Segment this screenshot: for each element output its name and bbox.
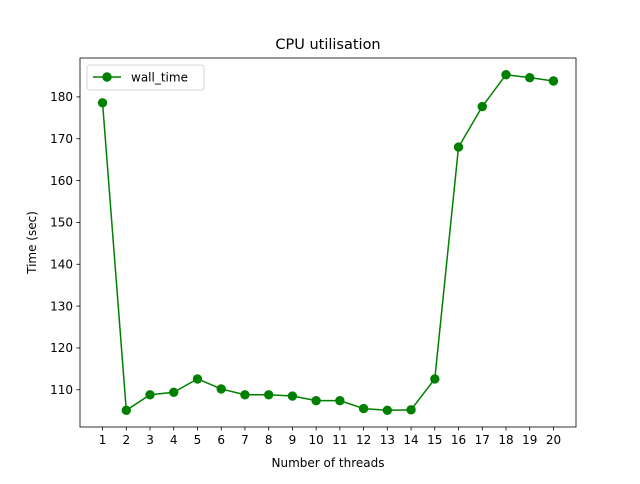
y-tick-label: 110 [50,383,73,397]
x-tick-label: 3 [146,433,154,447]
x-tick-label: 12 [356,433,371,447]
y-tick-label: 150 [50,216,73,230]
x-tick-label: 6 [217,433,225,447]
data-point [216,384,226,394]
x-tick-label: 9 [289,433,297,447]
data-point [430,374,440,384]
y-tick-label: 120 [50,341,73,355]
data-point [453,142,464,152]
data-point [263,390,274,400]
x-tick-label: 2 [122,433,130,447]
x-tick-label: 19 [522,433,537,447]
plot-area-frame [79,57,577,428]
chart-title: CPU utilisation [275,37,380,53]
data-point [121,405,131,415]
legend-label-wall-time: wall_time [131,71,188,85]
data-point [382,405,393,415]
x-tick-label: 18 [498,433,513,447]
x-tick-label: 14 [403,433,418,447]
x-tick-label: 16 [451,433,466,447]
y-tick-label: 180 [50,90,73,104]
x-tick-label: 8 [265,433,273,447]
x-tick-label: 13 [380,433,395,447]
data-point [406,405,416,415]
x-tick-label: 20 [546,433,561,447]
legend-marker-sample [102,72,112,82]
data-point [192,374,203,384]
x-tick-label: 15 [427,433,442,447]
x-tick-label: 1 [99,433,107,447]
x-tick-label: 11 [332,433,347,447]
data-point [525,72,535,83]
x-tick-label: 17 [475,433,490,447]
y-axis-label: Time (sec) [25,211,39,275]
y-tick-label: 140 [50,258,73,272]
x-tick-label: 4 [170,433,178,447]
x-axis-label: Number of threads [272,456,385,470]
y-tick-label: 160 [50,174,73,188]
y-tick-label: 130 [50,299,73,313]
x-tick-label: 5 [194,433,202,447]
data-point [358,403,369,414]
x-tick-label: 7 [241,433,249,447]
data-point [145,390,155,400]
y-axis-ticks: 110 120 130 140 150 160 170 180 [50,90,80,397]
series-points-wall-time [97,70,559,415]
data-point [335,395,345,406]
data-point [501,70,511,80]
legend: wall_time [86,64,205,91]
y-tick-label: 170 [50,132,73,146]
data-point [548,76,559,86]
x-tick-label: 10 [308,433,323,447]
data-point [477,101,487,112]
data-point [311,395,321,406]
data-point [287,391,298,401]
legend-box [86,64,205,91]
x-axis-ticks: 1 2 3 4 5 6 7 8 9 10 11 12 13 14 15 16 17 18 19 20 [99,427,561,447]
data-point [169,387,179,397]
data-point [97,98,108,108]
data-point [240,390,250,400]
